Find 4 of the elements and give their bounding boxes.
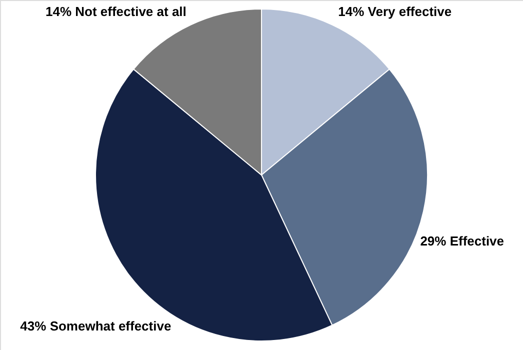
slice-label: 14% Very effective xyxy=(338,4,452,20)
slice-label: 43% Somewhat effective xyxy=(20,318,172,334)
slice-label: 29% Effective xyxy=(420,233,504,248)
slice-label: 14% Not effective at all xyxy=(46,4,186,20)
